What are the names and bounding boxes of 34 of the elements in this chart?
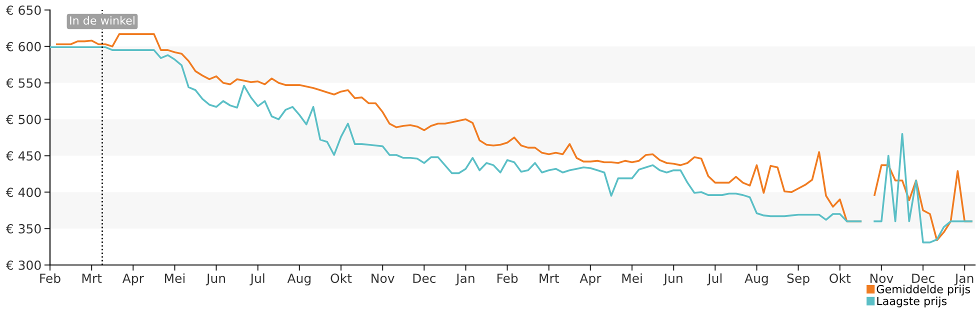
x-tick-label: Mrt (540, 274, 559, 283)
x-tick-label: Aug (744, 274, 768, 286)
legend-label: Gemiddelde prijs (876, 284, 970, 296)
x-tick-label: Jan (455, 274, 474, 286)
annotation: In de winkel (70, 16, 134, 25)
x-tick-label: Feb (40, 273, 60, 284)
x-tick-label: Jul (706, 273, 722, 286)
x-tick-label: Mei (164, 273, 185, 284)
x-tick-label: Jun (206, 274, 225, 286)
y-tick-label: € 600 (6, 42, 41, 52)
y-tick-label: € 350 (6, 224, 41, 234)
y-tick-label: € 300 (6, 260, 41, 270)
x-tick-label: Feb (497, 273, 518, 284)
y-tick-label: € 400 (6, 188, 41, 198)
x-tick-label: Okt (830, 273, 851, 284)
x-tick-label: Sep (787, 274, 810, 286)
y-tick-label: € 450 (6, 151, 41, 161)
y-tick-label: € 650 (6, 5, 41, 15)
x-tick-label: Apr (580, 274, 602, 286)
x-tick-label: Dec (413, 274, 436, 284)
legend-label: Laagste prijs (877, 296, 947, 308)
x-tick-label: Nov (372, 274, 394, 284)
x-tick-label: Jun (663, 274, 682, 286)
x-tick-label: Jan (954, 274, 974, 286)
x-tick-label: Nov (870, 274, 894, 284)
x-tick-label: Mrt (82, 274, 102, 283)
x-tick-label: Okt (330, 273, 352, 284)
x-tick-label: Apr (122, 274, 144, 286)
x-tick-label: Aug (287, 274, 311, 286)
x-tick-label: Mei (622, 273, 642, 284)
x-tick-label: Dec (912, 274, 934, 284)
y-tick-label: € 550 (6, 78, 41, 88)
y-tick-label: € 500 (6, 114, 41, 124)
x-tick-label: Jul (250, 273, 264, 286)
